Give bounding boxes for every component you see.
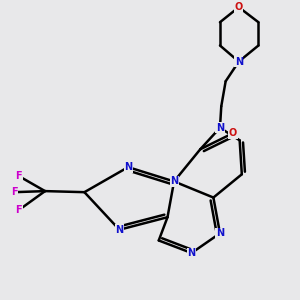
Text: O: O [235,2,243,12]
Text: N: N [216,123,224,133]
Text: F: F [16,171,22,181]
Text: F: F [16,205,22,215]
Text: N: N [188,248,196,258]
Text: N: N [115,225,124,235]
Text: O: O [229,128,237,138]
Text: N: N [216,228,224,238]
Text: N: N [124,162,132,172]
Text: N: N [235,57,243,67]
Text: N: N [170,176,178,186]
Text: F: F [11,187,18,197]
